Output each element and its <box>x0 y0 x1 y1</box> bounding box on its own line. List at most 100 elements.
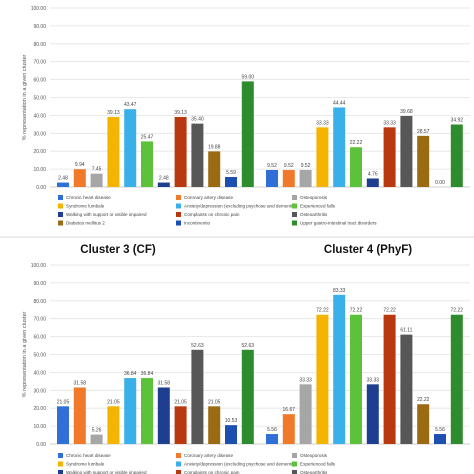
bar <box>316 314 329 444</box>
data-label: 21.05 <box>107 399 120 405</box>
data-label: 39.13 <box>174 110 187 116</box>
legend-label: Complaints on chronic pain <box>184 212 240 217</box>
legend-swatch <box>58 195 63 200</box>
y-tick-label: 100.00 <box>31 6 47 12</box>
bar <box>107 116 120 187</box>
y-tick-label: 10.00 <box>33 167 46 173</box>
y-tick-label: 60.00 <box>33 78 46 84</box>
data-label: 28.57 <box>417 129 430 135</box>
bar <box>450 124 463 187</box>
data-label: 0.00 <box>435 180 445 186</box>
data-label: 9.94 <box>75 162 85 168</box>
bar <box>107 406 120 444</box>
data-label: 9.52 <box>284 163 294 169</box>
legend-label: Osteoarthritis <box>300 470 328 474</box>
legend-swatch <box>58 203 63 209</box>
y-tick-label: 20.00 <box>33 149 46 155</box>
bar <box>157 387 170 444</box>
y-tick-label: 70.00 <box>33 317 46 323</box>
bar <box>383 314 396 444</box>
bar <box>73 387 86 444</box>
y-tick-label: 50.00 <box>33 96 46 102</box>
legend-swatch <box>58 453 63 458</box>
bar <box>383 127 396 187</box>
bar <box>57 406 69 444</box>
data-label: 33.33 <box>299 377 312 383</box>
bar <box>241 81 254 187</box>
bar <box>141 378 153 444</box>
data-label: 22.22 <box>417 397 430 403</box>
bar <box>417 135 430 187</box>
legend-swatch <box>176 212 181 217</box>
data-label: 31.58 <box>158 380 171 386</box>
legend-label: Osteoporosis <box>300 453 328 458</box>
legend-swatch <box>58 220 63 226</box>
legend-swatch <box>176 470 181 474</box>
legend-label: Walking with support or visible impaired <box>66 212 147 217</box>
legend-label: Coronary artery disease <box>184 195 233 200</box>
data-label: 2.48 <box>159 176 169 182</box>
chart-panel-2: 0.00 10.00 20.00 30.00 40.00 50.00 60.00 70.00 8… <box>0 236 474 474</box>
legend-swatch <box>292 461 297 467</box>
data-label: 33.33 <box>367 377 380 383</box>
y-axis-label: % representation in a given cluster <box>22 311 28 397</box>
data-label: 72.22 <box>451 308 464 314</box>
legend-swatch <box>292 470 297 474</box>
bar <box>266 169 278 187</box>
legend-label: Incontinentio <box>184 221 210 226</box>
data-label: 36.84 <box>141 371 154 377</box>
bar <box>299 169 312 187</box>
data-label: 52.63 <box>191 343 204 349</box>
data-label: 72.22 <box>350 308 363 314</box>
y-tick-label: 30.00 <box>33 388 46 394</box>
y-tick-label: 40.00 <box>33 113 46 119</box>
y-tick-label: 60.00 <box>33 335 46 341</box>
y-tick-label: 100.00 <box>31 263 47 269</box>
legend-label: Osteoporosis <box>300 195 328 200</box>
legend-label: Chronic heart disease <box>66 453 111 458</box>
data-label: 52.63 <box>242 343 255 349</box>
data-label: 5.56 <box>267 427 277 433</box>
legend-swatch <box>292 195 297 200</box>
y-tick-label: 10.00 <box>33 424 46 430</box>
legend-swatch <box>292 220 297 226</box>
bar <box>350 147 362 187</box>
bar <box>366 178 379 187</box>
bar <box>191 123 204 187</box>
cluster-title: Cluster 3 (CF) <box>80 244 156 256</box>
y-tick-label: 70.00 <box>33 60 46 66</box>
data-label: 5.59 <box>226 170 236 176</box>
bar <box>225 425 237 444</box>
legend-label: Coronary artery disease <box>184 453 233 458</box>
cluster-title: Cluster 4 (PhyF) <box>324 244 412 256</box>
legend-label: Chronic heart disease <box>66 195 111 200</box>
data-label: 34.92 <box>451 117 464 123</box>
bar <box>124 109 137 187</box>
data-label: 9.52 <box>267 163 277 169</box>
data-label: 61.11 <box>400 328 412 334</box>
data-label: 5.26 <box>92 428 102 434</box>
bar <box>124 378 137 444</box>
bar <box>350 314 362 444</box>
bar <box>417 404 430 444</box>
bar <box>282 414 295 444</box>
y-tick-label: 30.00 <box>33 131 46 137</box>
bar <box>57 182 69 187</box>
data-label: 43.47 <box>124 102 137 108</box>
legend-label: Walking with support or visible impaired <box>66 470 147 474</box>
legend-label: Upper gastro-intestinal tract disorders <box>300 221 377 226</box>
y-tick-label: 90.00 <box>33 281 46 287</box>
data-label: 59.00 <box>242 74 255 80</box>
data-label: 39.68 <box>400 109 413 115</box>
data-label: 9.52 <box>301 163 311 169</box>
legend-swatch <box>58 470 63 474</box>
data-label: 21.05 <box>57 399 70 405</box>
legend-label: Syndrome lumbale <box>66 204 105 209</box>
data-label: 72.22 <box>316 308 329 314</box>
legend-swatch <box>176 453 181 458</box>
legend-label: Anxiety/depression (excluding psychose a… <box>184 204 297 209</box>
y-tick-label: 80.00 <box>33 299 46 305</box>
data-label: 25.47 <box>141 134 154 140</box>
chart-panel-1: 0.00 10.00 20.00 30.00 40.00 50.00 60.00 70.00 8… <box>22 6 470 226</box>
